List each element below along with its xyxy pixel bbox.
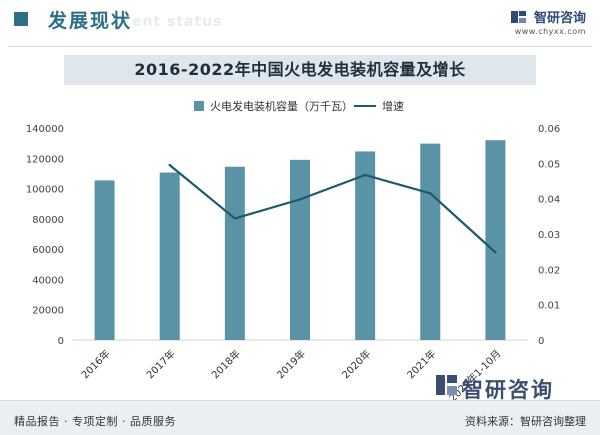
x-tick-label: 2020年 <box>339 347 373 381</box>
bar <box>94 180 115 340</box>
header-subtitle: ent status <box>132 14 223 30</box>
x-tick-label: 2019年 <box>274 347 308 381</box>
x-tick-label: 2021年 <box>404 347 438 381</box>
brand-name: 智研咨询 <box>533 11 586 26</box>
y-left-tick-label: 20000 <box>32 306 64 317</box>
footer-source: 资料来源：智研咨询整理 <box>465 415 586 428</box>
y-right-tick-label: 0 <box>538 336 544 347</box>
watermark-brand: 智研咨询 <box>462 378 554 402</box>
y-right-tick-label: 0.01 <box>538 301 560 312</box>
footer: 精品报告 · 专项定制 · 品质服务 资料来源：智研咨询整理 <box>0 400 600 435</box>
y-left-tick-label: 100000 <box>26 185 64 196</box>
brand-url: www.chyxx.com <box>514 27 586 36</box>
bar <box>485 140 506 340</box>
x-tick-label: 2016年 <box>78 347 112 381</box>
growth-point <box>363 173 367 177</box>
y-right-tick-label: 0.02 <box>538 265 560 276</box>
section-marker-icon <box>14 12 28 26</box>
chart-title: 2016-2022年中国火电发电装机容量及增长 <box>134 60 466 79</box>
y-left-tick-label: 140000 <box>26 124 64 135</box>
y-left-tick-label: 80000 <box>32 215 64 226</box>
bar <box>159 172 180 340</box>
chart-legend: 火电发电装机容量（万千瓦） 增速 <box>0 98 600 114</box>
y-right-tick-label: 0.03 <box>538 230 560 241</box>
growth-point <box>233 217 237 220</box>
bar <box>224 166 245 340</box>
growth-point <box>429 192 432 195</box>
section-header: ent status 发展现状 智研咨询 www.chyxx.com <box>0 0 600 44</box>
x-tick-label: 2017年 <box>144 347 178 381</box>
legend-bar-swatch <box>194 101 204 111</box>
footer-slogan: 精品报告 · 专项定制 · 品质服务 <box>14 415 176 428</box>
bar <box>290 159 310 340</box>
growth-point <box>298 198 302 201</box>
brand-logo-icon <box>510 10 526 23</box>
bar <box>420 143 441 340</box>
chart-title-box: 2016-2022年中国火电发电装机容量及增长 <box>64 55 536 85</box>
y-left-tick-label: 0 <box>58 336 64 347</box>
watermark-logo-icon <box>436 375 457 395</box>
brand: 智研咨询 www.chyxx.com <box>510 6 586 36</box>
growth-point <box>494 251 497 254</box>
y-left-tick-label: 120000 <box>26 154 64 165</box>
header-title: 发展现状 <box>48 10 133 32</box>
y-right-tick-label: 0.05 <box>538 159 560 170</box>
y-right-tick-label: 0.06 <box>538 124 560 135</box>
legend-bar-label: 火电发电装机容量（万千瓦） <box>210 100 353 113</box>
x-tick-label: 2018年 <box>209 347 243 381</box>
growth-line <box>169 164 497 254</box>
header-divider <box>8 46 592 47</box>
y-right-tick-label: 0.04 <box>538 195 560 206</box>
legend-line-swatch <box>354 105 376 107</box>
y-left-tick-label: 40000 <box>32 275 64 286</box>
y-left-tick-label: 60000 <box>32 245 64 256</box>
growth-point <box>168 163 171 167</box>
bar <box>355 151 376 340</box>
legend-line-label: 增速 <box>382 100 404 113</box>
